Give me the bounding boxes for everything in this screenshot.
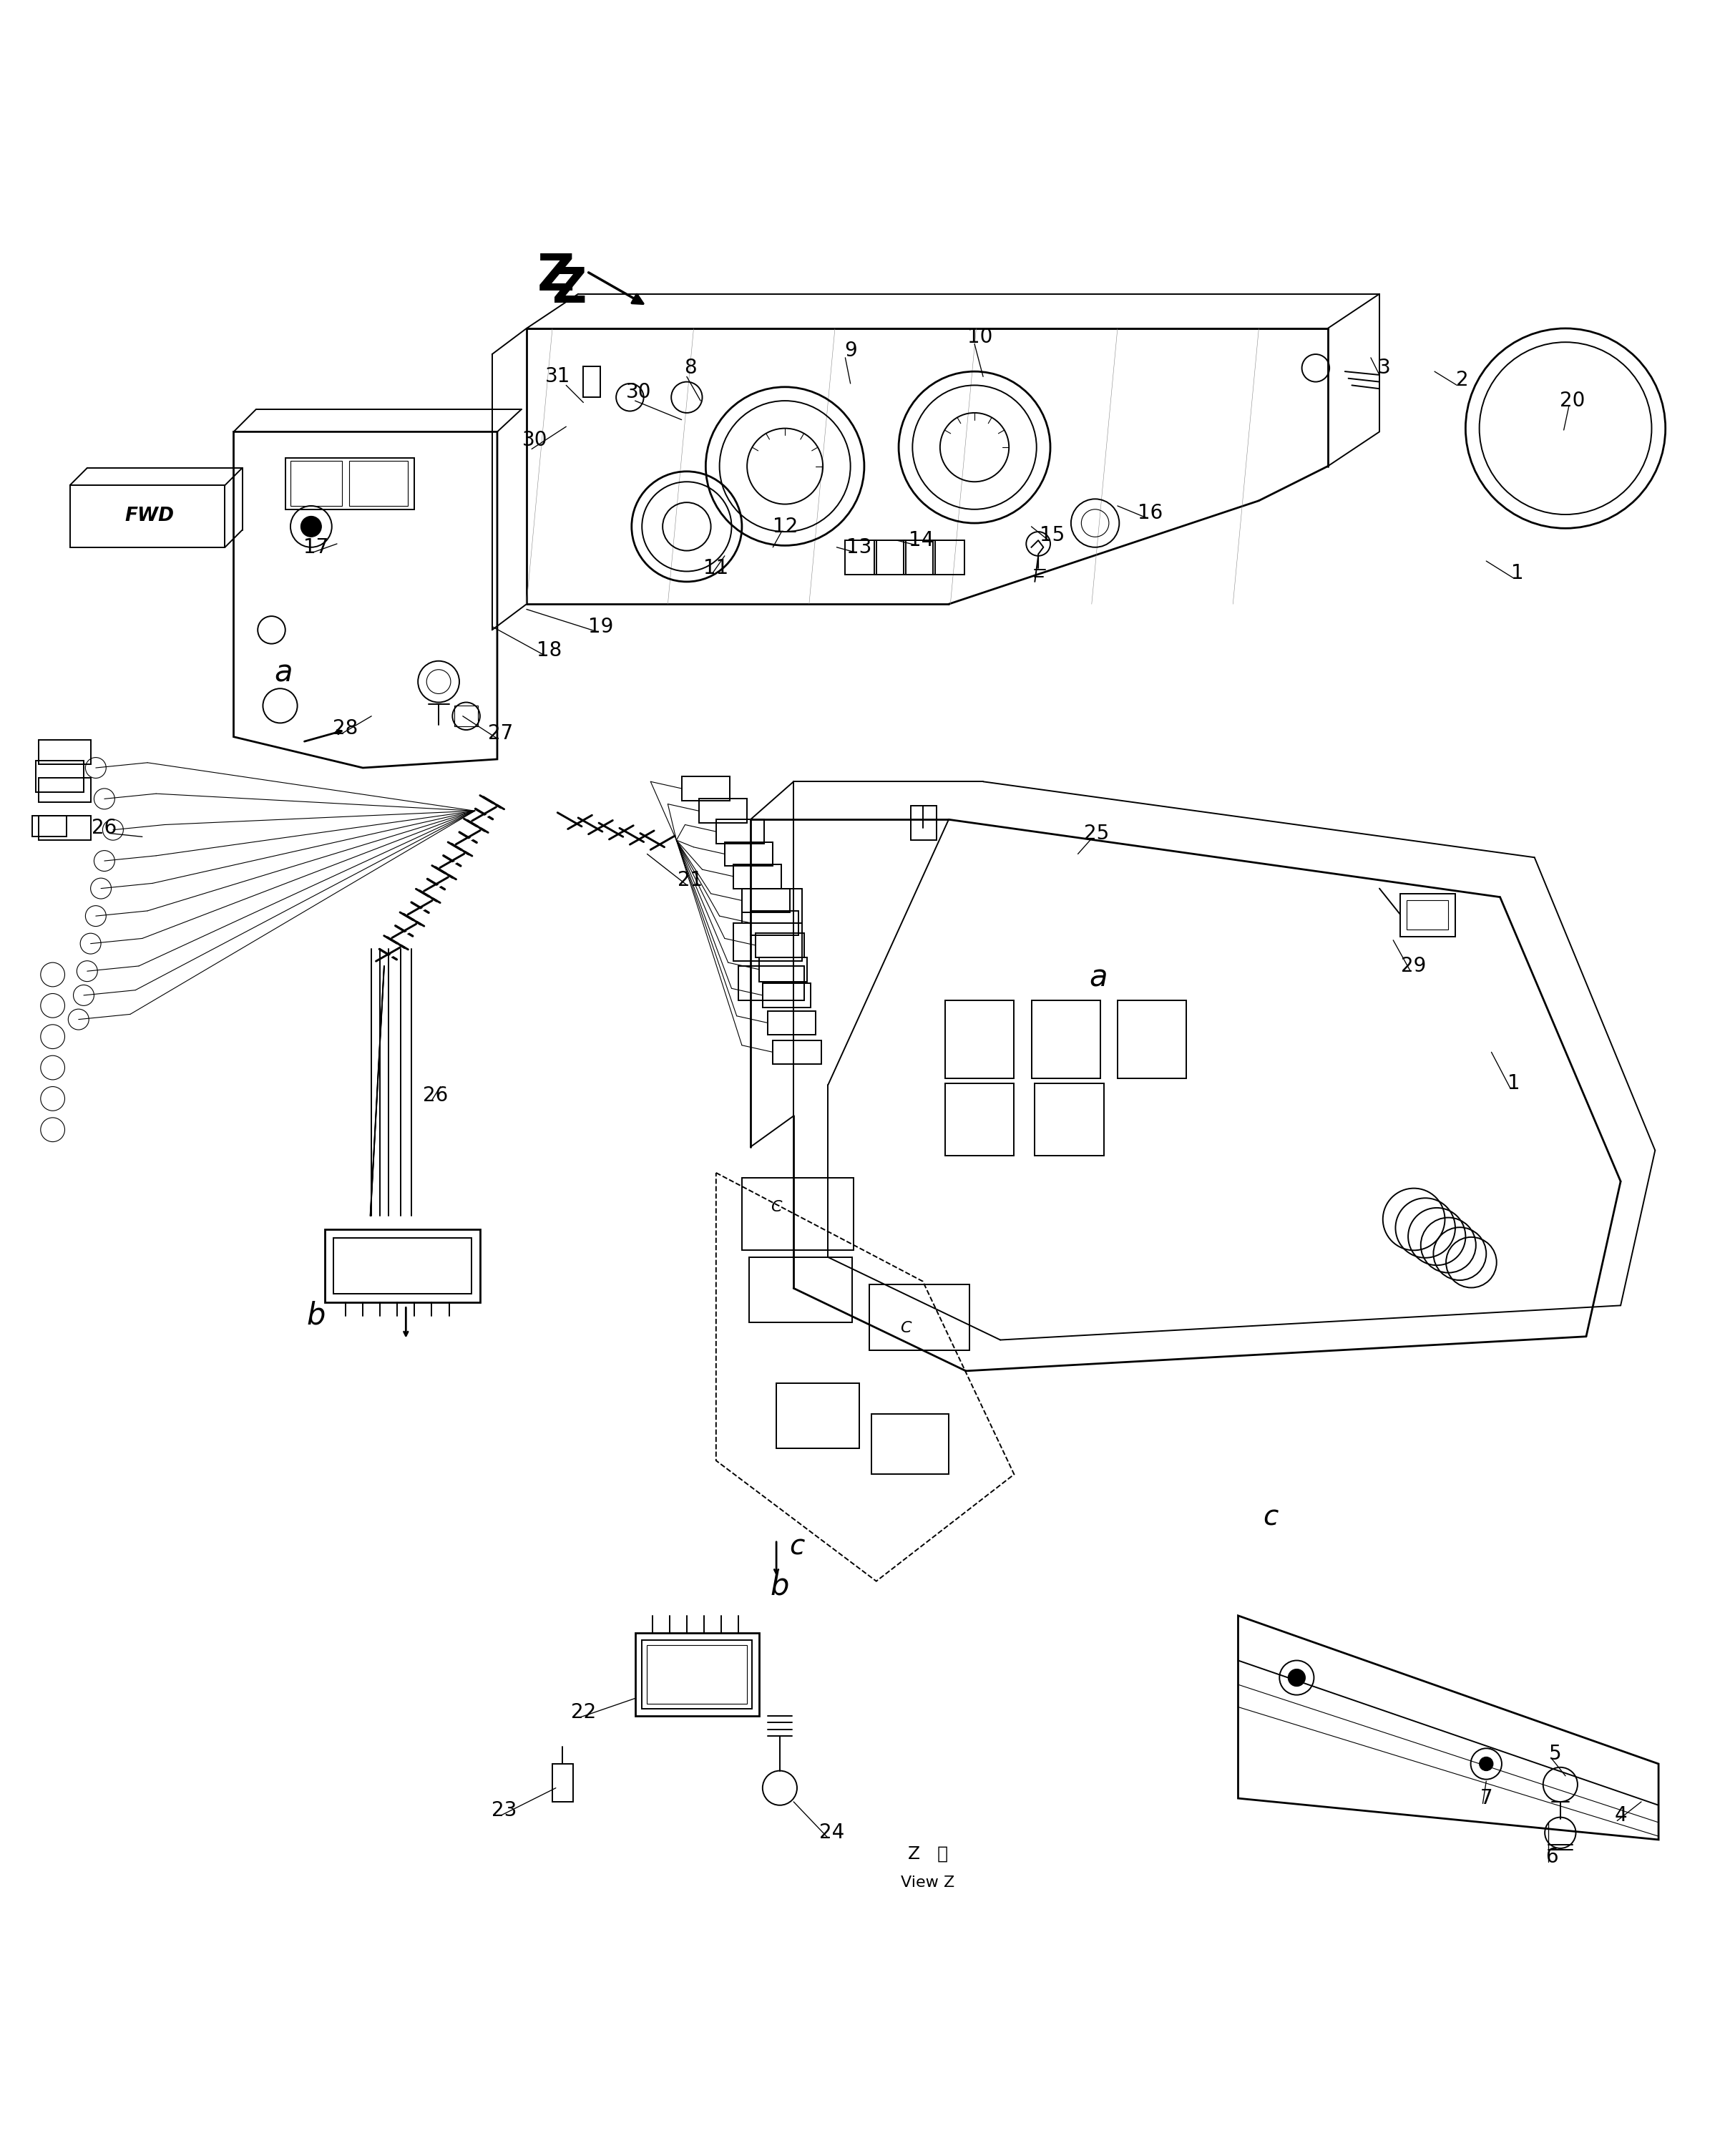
Bar: [742, 888, 790, 912]
Bar: [40, 778, 91, 802]
Text: 8: 8: [683, 358, 697, 377]
Bar: [1401, 893, 1456, 936]
Text: 27: 27: [488, 722, 514, 744]
Text: a: a: [274, 658, 293, 688]
Bar: [724, 841, 773, 867]
Text: Z: Z: [536, 252, 574, 302]
Circle shape: [1480, 1757, 1494, 1770]
Text: 29: 29: [1401, 955, 1427, 977]
Bar: [552, 1764, 573, 1802]
Bar: [40, 817, 91, 841]
Text: 23: 23: [492, 1800, 518, 1820]
Text: b: b: [771, 1572, 790, 1602]
Bar: [681, 776, 730, 800]
Bar: [742, 1177, 854, 1250]
Bar: [635, 1632, 759, 1716]
Text: Z: Z: [552, 265, 586, 313]
Text: 25: 25: [1085, 824, 1109, 843]
Text: 7: 7: [1480, 1787, 1492, 1809]
Bar: [749, 1257, 852, 1322]
Circle shape: [300, 515, 321, 537]
Bar: [454, 705, 478, 727]
Bar: [285, 457, 414, 509]
Bar: [642, 1641, 752, 1710]
Text: c: c: [1263, 1505, 1278, 1531]
Text: C: C: [900, 1322, 911, 1335]
Text: Z   視: Z 視: [907, 1846, 949, 1863]
Bar: [33, 817, 67, 837]
Text: 20: 20: [1559, 390, 1585, 412]
Circle shape: [1289, 1669, 1306, 1686]
Bar: [290, 461, 342, 507]
Text: 30: 30: [626, 382, 652, 403]
Bar: [1118, 1000, 1187, 1078]
Bar: [776, 1382, 859, 1449]
Text: 28: 28: [333, 718, 359, 737]
Text: 1: 1: [1508, 1074, 1520, 1093]
Bar: [845, 541, 876, 576]
Text: 22: 22: [571, 1701, 595, 1723]
Bar: [768, 1011, 816, 1035]
Bar: [40, 740, 91, 765]
Text: 4: 4: [1615, 1805, 1627, 1826]
Text: 9: 9: [844, 341, 857, 360]
Bar: [333, 1238, 471, 1294]
Bar: [945, 1082, 1014, 1156]
Text: 26: 26: [423, 1084, 449, 1106]
Bar: [762, 983, 811, 1007]
Text: C: C: [771, 1201, 781, 1214]
Bar: [36, 761, 85, 791]
Bar: [742, 888, 802, 923]
Text: 1: 1: [1511, 563, 1523, 582]
Bar: [911, 806, 937, 841]
Text: View Z: View Z: [900, 1876, 956, 1891]
Bar: [773, 1039, 821, 1065]
Bar: [733, 865, 781, 888]
Bar: [1032, 1000, 1101, 1078]
Bar: [871, 1414, 949, 1475]
Bar: [933, 541, 964, 576]
Bar: [716, 819, 764, 843]
Text: 14: 14: [909, 530, 933, 550]
Text: 6: 6: [1546, 1848, 1558, 1867]
Text: 30: 30: [523, 431, 549, 451]
Text: 31: 31: [545, 367, 571, 386]
Text: 21: 21: [678, 869, 702, 890]
Bar: [750, 910, 799, 936]
Bar: [1408, 901, 1449, 929]
Text: 18: 18: [536, 640, 562, 660]
Text: c: c: [790, 1533, 804, 1561]
Text: 15: 15: [1040, 526, 1064, 545]
Bar: [875, 541, 906, 576]
Text: 10: 10: [968, 328, 992, 347]
Text: 12: 12: [773, 517, 797, 537]
Bar: [1035, 1082, 1104, 1156]
Text: 13: 13: [847, 537, 871, 556]
Text: 11: 11: [704, 558, 728, 578]
Bar: [324, 1229, 480, 1302]
Text: 24: 24: [819, 1822, 844, 1843]
Text: 3: 3: [1378, 358, 1390, 377]
Bar: [699, 800, 747, 824]
Bar: [647, 1645, 747, 1703]
Bar: [348, 461, 407, 507]
Bar: [904, 541, 935, 576]
Text: 26: 26: [91, 817, 117, 839]
Bar: [756, 934, 804, 957]
Text: a: a: [1090, 964, 1107, 994]
Bar: [738, 966, 804, 1000]
Text: 17: 17: [304, 537, 329, 556]
Text: 5: 5: [1549, 1744, 1561, 1764]
Bar: [759, 957, 807, 981]
Text: 19: 19: [588, 617, 614, 636]
Text: b: b: [307, 1300, 326, 1330]
Bar: [733, 923, 802, 962]
Bar: [945, 1000, 1014, 1078]
Text: 16: 16: [1137, 502, 1163, 522]
Bar: [583, 367, 600, 397]
Text: FWD: FWD: [124, 507, 174, 526]
Bar: [869, 1285, 969, 1350]
Text: 2: 2: [1456, 371, 1468, 390]
